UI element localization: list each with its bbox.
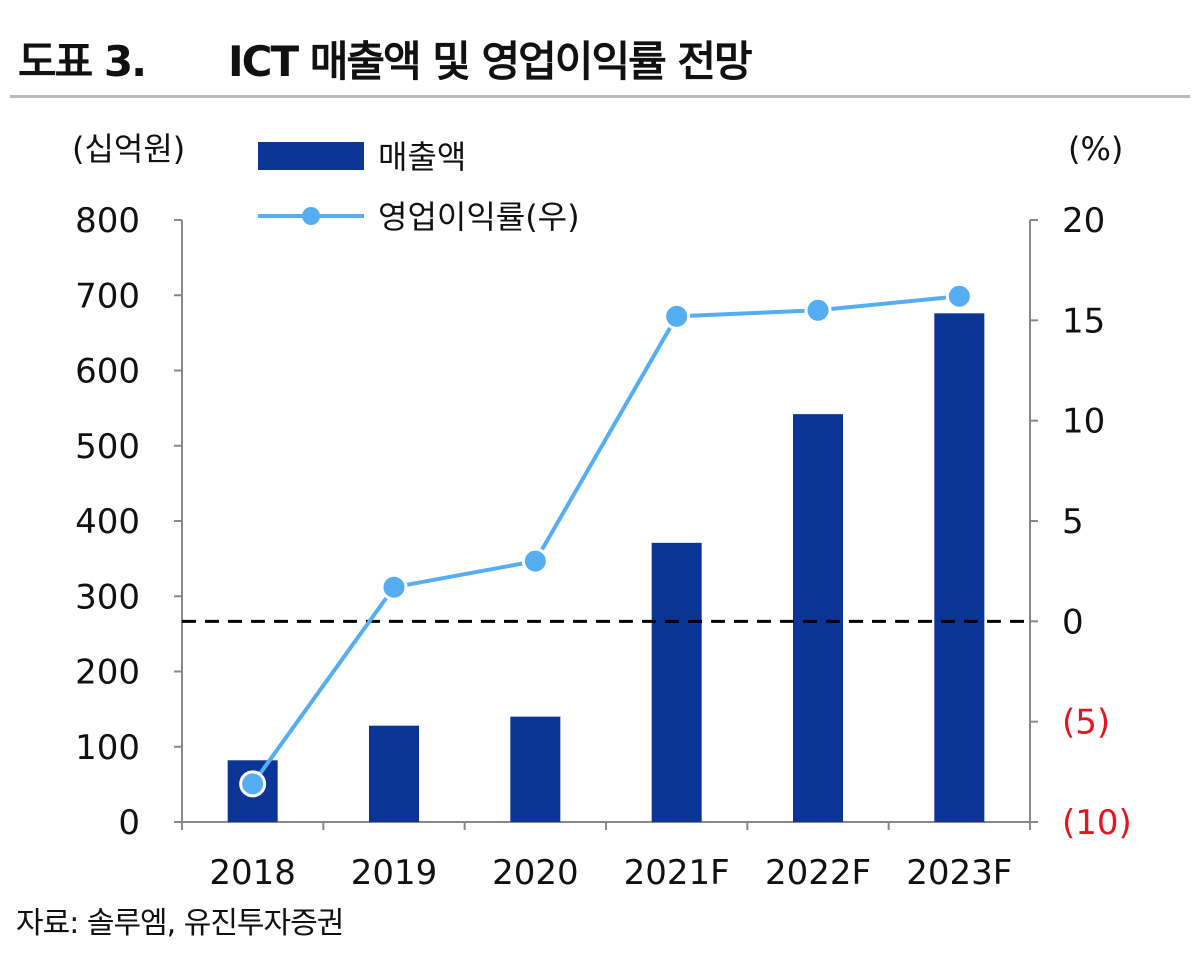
title-divider xyxy=(10,95,1190,98)
bar-2019 xyxy=(369,725,419,822)
right-tick-label: 15 xyxy=(1062,301,1105,341)
right-tick-label: (10) xyxy=(1062,803,1132,843)
margin-point-2023F xyxy=(945,282,973,310)
left-axis-unit: (십억원) xyxy=(72,130,185,168)
chart-title: 도표 3. ICT 매출액 및 영업이익률 전망 xyxy=(18,28,753,89)
margin-point-2019 xyxy=(380,573,408,601)
bar-2023F xyxy=(934,313,985,822)
bar-2021F xyxy=(651,542,702,822)
bar-2020 xyxy=(510,716,561,822)
figure-label: 도표 3. xyxy=(18,37,147,86)
left-tick-label: 800 xyxy=(75,201,140,241)
legend-bar-swatch xyxy=(258,142,364,170)
margin-point-2018 xyxy=(239,770,267,798)
margin-point-2020 xyxy=(521,547,549,575)
left-tick-label: 400 xyxy=(75,502,140,542)
x-tick-label: 2021F xyxy=(624,853,730,893)
left-tick-label: 100 xyxy=(75,728,140,768)
legend-line-label: 영업이익률(우) xyxy=(378,198,580,236)
left-tick-label: 200 xyxy=(75,653,140,693)
margin-point-2021F xyxy=(663,302,691,330)
left-tick-label: 500 xyxy=(75,427,140,467)
x-tick-label: 2018 xyxy=(209,853,296,893)
left-tick-label: 700 xyxy=(75,276,140,316)
right-tick-label: (5) xyxy=(1062,703,1110,743)
legend-bar-label: 매출액 xyxy=(378,138,466,176)
source-note: 자료: 솔루엠, 유진투자증권 xyxy=(16,906,344,941)
right-tick-label: 0 xyxy=(1062,602,1084,642)
right-tick-label: 20 xyxy=(1062,201,1105,241)
x-tick-label: 2019 xyxy=(351,853,438,893)
left-tick-label: 600 xyxy=(75,352,140,392)
x-tick-label: 2023F xyxy=(906,853,1012,893)
margin-line xyxy=(251,294,960,786)
legend-line-marker xyxy=(302,207,320,225)
margin-point-2022F xyxy=(804,296,832,324)
right-tick-label: 5 xyxy=(1062,502,1084,542)
left-tick-label: 300 xyxy=(75,577,140,617)
left-tick-label: 0 xyxy=(118,803,140,843)
x-tick-label: 2022F xyxy=(765,853,871,893)
x-tick-label: 2020 xyxy=(492,853,579,893)
figure-title: ICT 매출액 및 영업이익률 전망 xyxy=(228,37,753,86)
right-tick-label: 10 xyxy=(1062,402,1105,442)
right-axis-unit: (%) xyxy=(1068,130,1123,168)
bar-2022F xyxy=(793,414,843,822)
